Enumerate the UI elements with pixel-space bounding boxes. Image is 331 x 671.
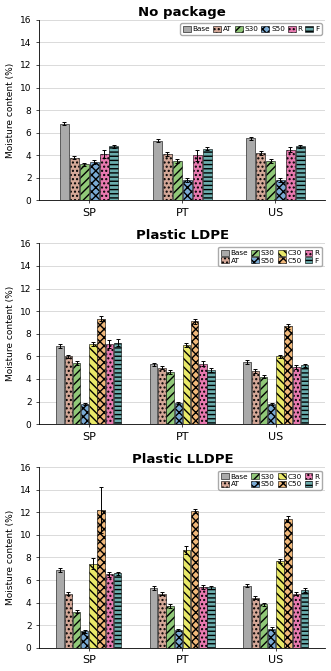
Bar [193,155,202,201]
Bar [268,404,275,424]
Bar [158,594,166,648]
Bar [150,364,157,424]
Bar [252,598,259,648]
Y-axis label: Moisture content (%): Moisture content (%) [6,286,15,381]
Bar [260,376,267,424]
Bar [106,344,113,424]
Bar [73,612,80,648]
Bar [260,605,267,648]
Bar [183,180,192,201]
Bar [173,161,182,201]
Bar [276,180,285,201]
Bar [114,343,121,424]
Bar [56,346,64,424]
Bar [80,164,89,201]
Title: No package: No package [138,5,226,19]
Bar [256,153,265,201]
Bar [166,606,174,648]
Bar [183,550,190,648]
Bar [203,148,212,201]
Bar [244,362,251,424]
Bar [296,146,305,201]
Bar [293,367,300,424]
Bar [90,162,99,201]
Bar [100,154,109,201]
Bar [252,371,259,424]
Bar [158,368,166,424]
Bar [65,594,72,648]
Bar [276,561,284,648]
Bar [163,154,172,201]
Bar [114,573,121,648]
Bar [191,511,198,648]
Bar [199,364,207,424]
Bar [70,158,79,201]
Bar [106,574,113,648]
Legend: Base, AT, S30, S50, C30, C50, R, F: Base, AT, S30, S50, C30, C50, R, F [218,247,322,266]
Bar [97,510,105,648]
Bar [244,586,251,648]
Bar [191,321,198,424]
Title: Plastic LDPE: Plastic LDPE [136,229,229,242]
Bar [153,141,162,201]
Bar [301,590,308,648]
Bar [174,403,182,424]
Bar [89,344,97,424]
Bar [301,366,308,424]
Bar [174,629,182,648]
Bar [73,363,80,424]
Bar [89,564,97,648]
Legend: Base, AT, S30, S50, C30, C50, R, F: Base, AT, S30, S50, C30, C50, R, F [218,470,322,490]
Bar [246,138,255,201]
Bar [276,356,284,424]
Bar [81,631,88,648]
Bar [81,405,88,424]
Bar [183,345,190,424]
Bar [199,587,207,648]
Bar [110,146,118,201]
Bar [284,326,292,424]
Bar [56,570,64,648]
Bar [266,161,275,201]
Bar [65,356,72,424]
Y-axis label: Moisture content (%): Moisture content (%) [6,62,15,158]
Bar [150,588,157,648]
Bar [97,319,105,424]
Title: Plastic LLDPE: Plastic LLDPE [131,453,233,466]
Y-axis label: Moisture content (%): Moisture content (%) [6,510,15,605]
Bar [207,587,215,648]
Legend: Base, AT, S30, S50, R, F: Base, AT, S30, S50, R, F [180,23,322,35]
Bar [293,594,300,648]
Bar [60,123,69,201]
Bar [207,370,215,424]
Bar [284,519,292,648]
Bar [286,150,295,201]
Bar [268,629,275,648]
Bar [166,372,174,424]
